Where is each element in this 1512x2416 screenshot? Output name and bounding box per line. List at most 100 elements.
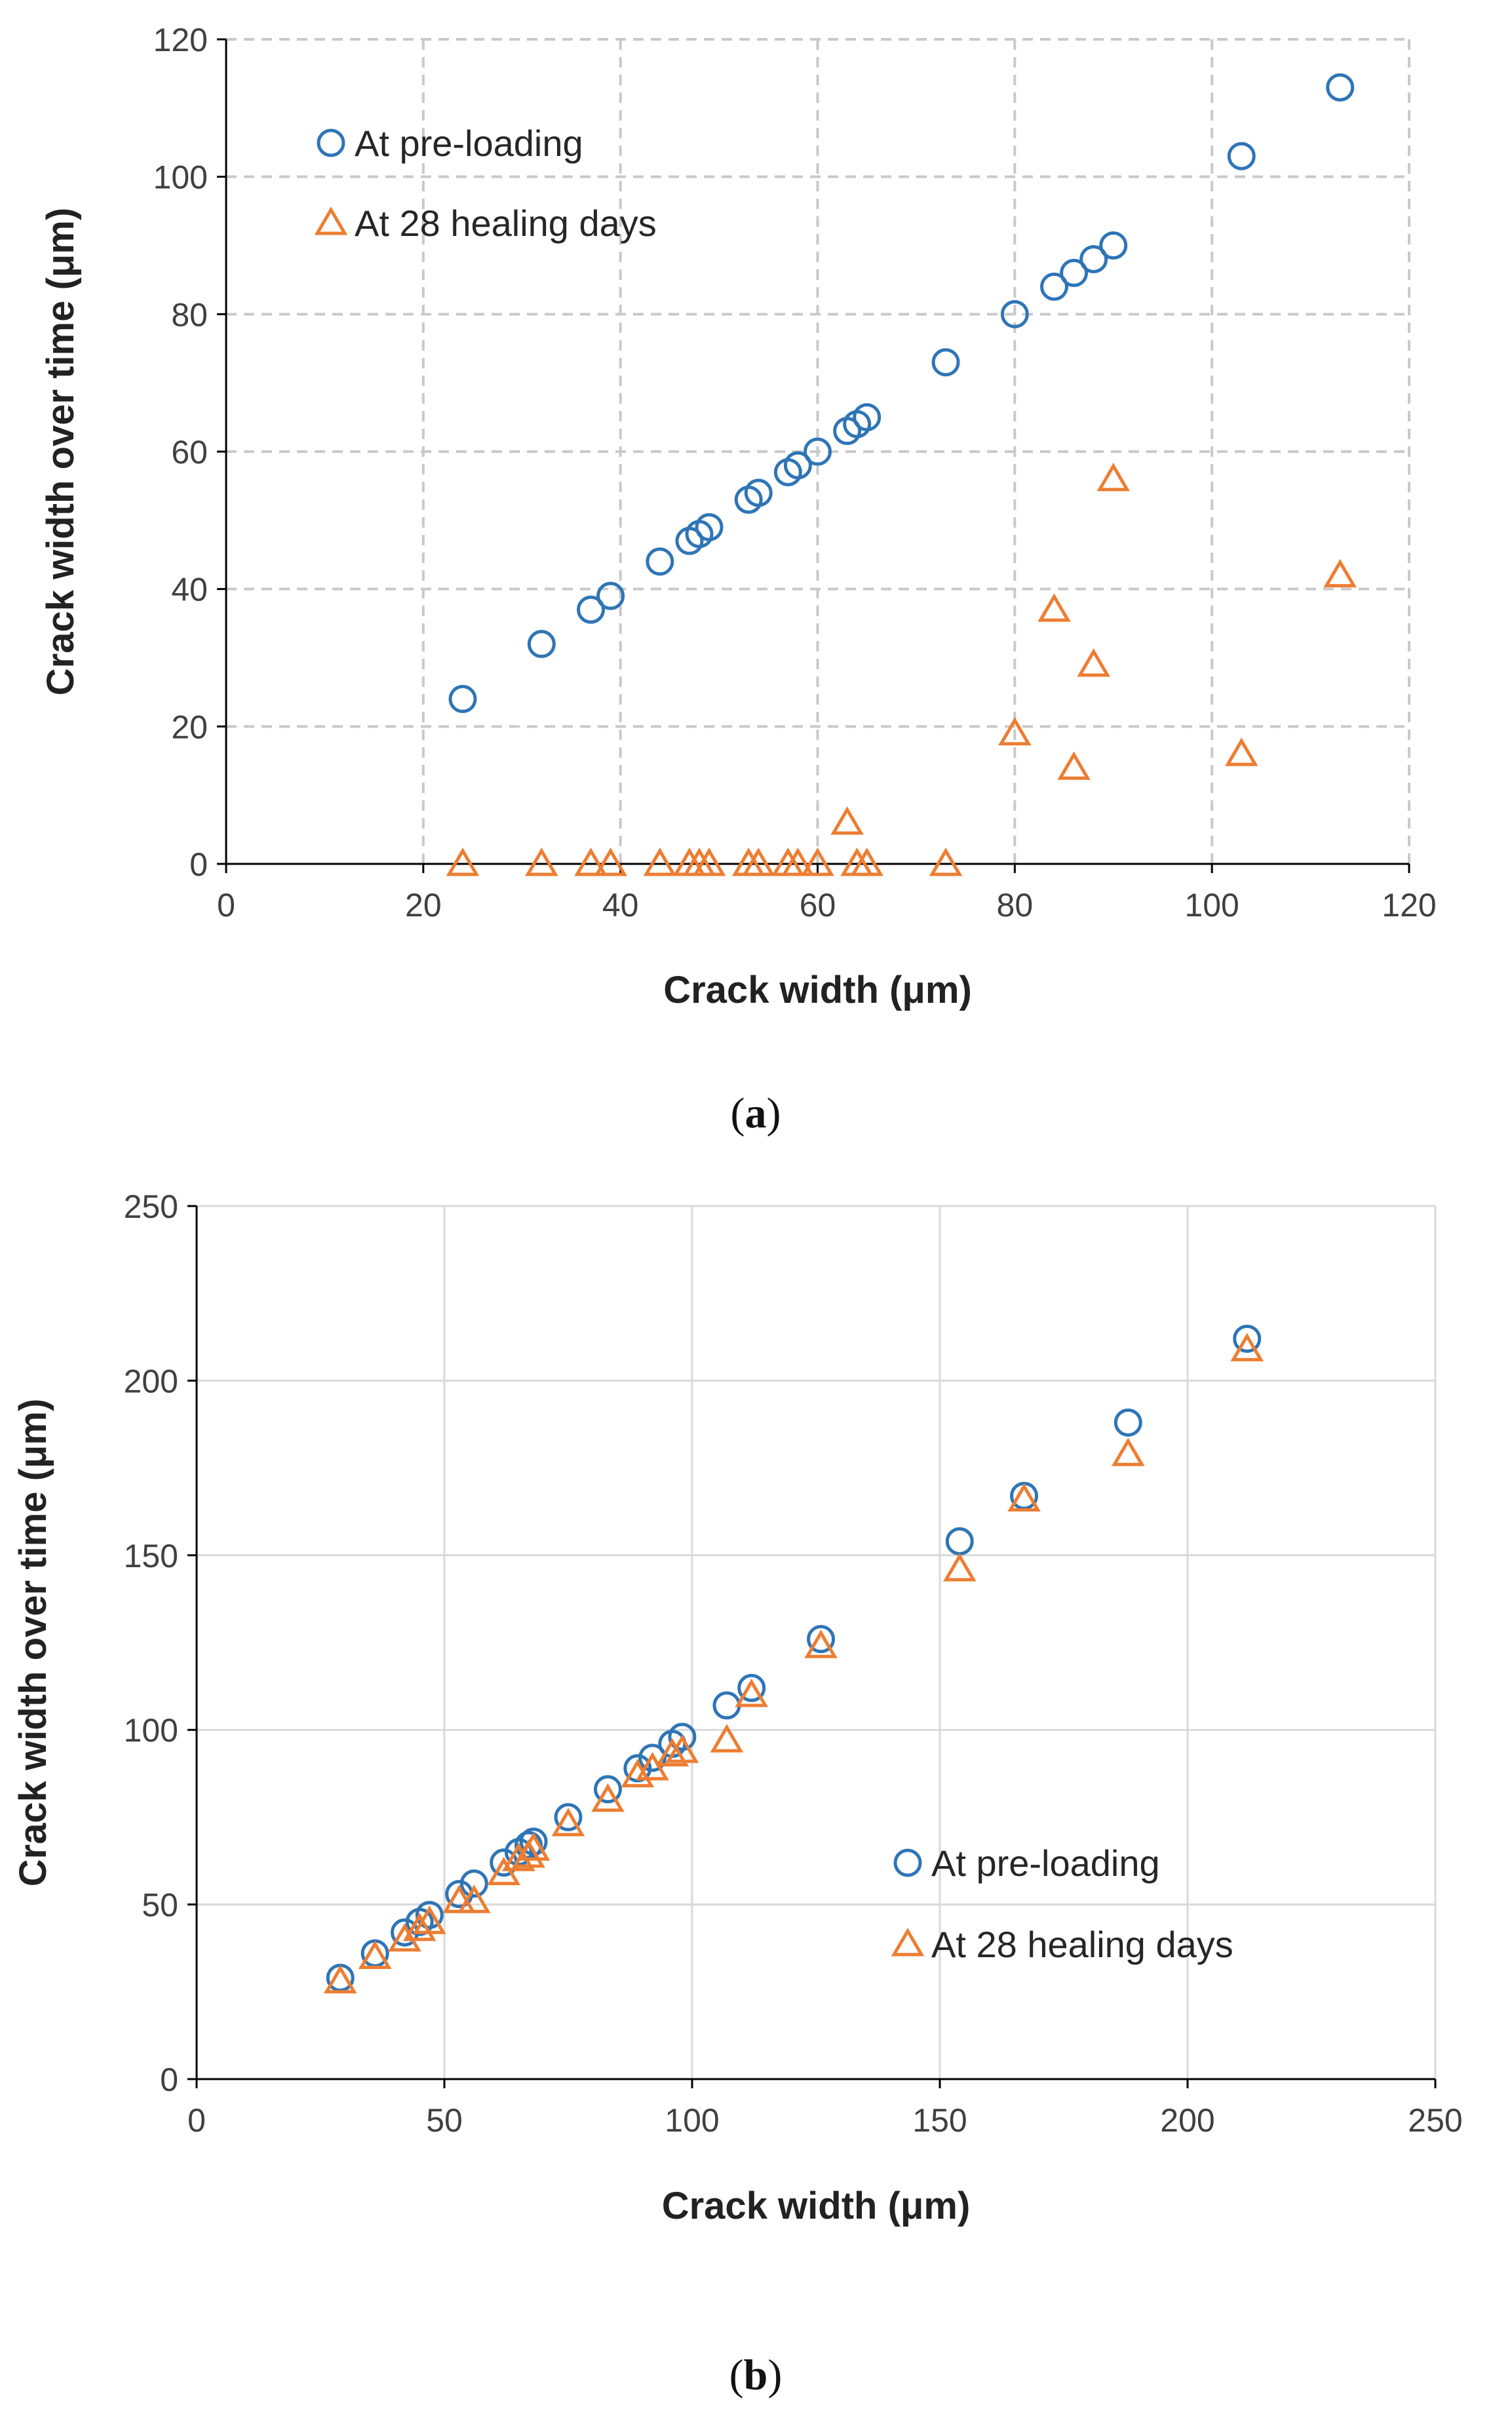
pre-loading-point: [577, 595, 606, 624]
healing-point: [801, 848, 834, 876]
pre-loading-point: [415, 1901, 444, 1930]
pre-loading-point: [596, 581, 625, 610]
pre-loading-point: [593, 1775, 622, 1804]
healing-point: [1323, 558, 1357, 588]
healing-point: [735, 1679, 769, 1707]
x-axis-title: Crack width (μm): [663, 969, 972, 1011]
pre-loading-point: [737, 1673, 766, 1702]
healing-point: [1037, 593, 1071, 622]
y-tick-label: 40: [171, 572, 208, 608]
y-tick-label: 100: [124, 1712, 178, 1749]
healing-point: [525, 848, 558, 876]
pre-loading-point: [931, 348, 960, 377]
pre-loading-point: [945, 1527, 974, 1555]
caption-b: (b): [729, 2351, 783, 2399]
chart-panel-b: 0 50 100 150 200 250 0 50 100 150 200 250 Crack widt…: [12, 1188, 1463, 2227]
legend-label: At 28 healing days: [931, 1924, 1233, 1965]
pre-loading-point: [459, 1869, 488, 1898]
healing-point: [710, 1724, 744, 1753]
healing-point: [621, 1759, 655, 1787]
healing-point: [636, 1751, 669, 1781]
y-axis-title: Crack width over time (μm): [39, 208, 82, 696]
x-tick-label: 100: [1184, 887, 1239, 924]
healing-point: [692, 848, 726, 876]
healing-point: [487, 1856, 521, 1886]
x-tick-label: 50: [426, 2102, 463, 2139]
healing-point: [402, 1912, 436, 1941]
healing-point: [665, 1734, 699, 1763]
x-tick-label: 250: [1408, 2102, 1462, 2139]
y-tick-label: 50: [142, 1887, 178, 1924]
pre-loading-point: [668, 1723, 697, 1751]
legend-label: At pre-loading: [355, 123, 583, 164]
pre-loading-point: [807, 1625, 836, 1654]
y-tick-label: 120: [153, 22, 208, 58]
pre-loading-point: [1079, 244, 1108, 273]
pre-loading-point: [1000, 300, 1029, 328]
pre-loading-point: [1326, 73, 1355, 102]
x-tick-label: 120: [1382, 887, 1436, 924]
pre-loading-point: [448, 684, 477, 713]
healing-point: [1224, 737, 1258, 766]
pre-loading-point: [554, 1802, 583, 1831]
pre-loading-point: [853, 403, 882, 432]
healing-point: [1096, 463, 1131, 492]
x-tick-label: 100: [665, 2102, 719, 2139]
healing-point: [591, 1783, 625, 1812]
pre-loading-point: [712, 1691, 741, 1720]
healing-point: [1057, 751, 1091, 780]
healing-point: [830, 806, 864, 835]
healing-point: [413, 1905, 446, 1934]
legend-circle-marker: [893, 1848, 922, 1877]
healing-point: [516, 1832, 551, 1861]
y-tick-label: 80: [171, 296, 208, 333]
x-tick-label: 0: [187, 2102, 206, 2139]
healing-point: [741, 848, 775, 876]
y-tick-label: 0: [189, 846, 208, 883]
healing-point: [942, 1553, 977, 1582]
pre-loading-point: [1099, 231, 1128, 260]
y-tick-label: 200: [124, 1363, 178, 1399]
pre-loading-point: [783, 451, 812, 480]
pre-loading-point: [1114, 1408, 1142, 1437]
healing-point: [457, 1884, 491, 1913]
pre-loading-point: [638, 1744, 667, 1772]
healing-point: [594, 848, 627, 876]
healing-point: [1007, 1483, 1041, 1512]
y-tick-label: 150: [124, 1538, 178, 1574]
y-tick-label: 60: [171, 434, 208, 471]
y-axis-title: Crack width over time (μm): [12, 1399, 54, 1887]
x-tick-label: 20: [405, 887, 442, 924]
y-tick-label: 100: [153, 159, 208, 196]
healing-point: [643, 848, 677, 876]
legend-label: At 28 healing days: [355, 203, 657, 244]
x-tick-label: 200: [1160, 2102, 1214, 2139]
y-tick-label: 20: [171, 709, 208, 745]
healing-point: [1077, 648, 1110, 677]
healing-point: [804, 1629, 838, 1658]
pre-loading-point: [1040, 272, 1068, 301]
pre-loading-point: [527, 630, 556, 659]
pre-loading-point: [1233, 1324, 1262, 1353]
x-tick-label: 80: [997, 887, 1034, 924]
x-tick-label: 0: [217, 887, 235, 924]
healing-point: [655, 1738, 689, 1766]
caption-a: (a): [731, 1089, 781, 1137]
pre-loading-point: [623, 1754, 652, 1783]
y-tick-label: 0: [160, 2061, 178, 2098]
healing-point: [1230, 1333, 1264, 1361]
x-tick-label: 40: [602, 887, 639, 924]
healing-point: [998, 716, 1032, 746]
healing-point: [850, 848, 884, 876]
healing-point: [929, 848, 963, 876]
x-tick-label: 60: [800, 887, 836, 924]
x-axis-title: Crack width (μm): [662, 2185, 971, 2227]
y-tick-label: 250: [124, 1188, 178, 1225]
pre-loading-point: [1060, 258, 1089, 287]
legend-triangle-marker: [891, 1928, 925, 1957]
pre-loading-point: [695, 513, 724, 541]
legend-circle-marker: [317, 128, 345, 157]
chart-panel-a: 0 20 40 60 80 100 120 0 20 40 60 80 100 120 Crack widt…: [39, 22, 1437, 1011]
legend-triangle-marker: [314, 206, 348, 235]
